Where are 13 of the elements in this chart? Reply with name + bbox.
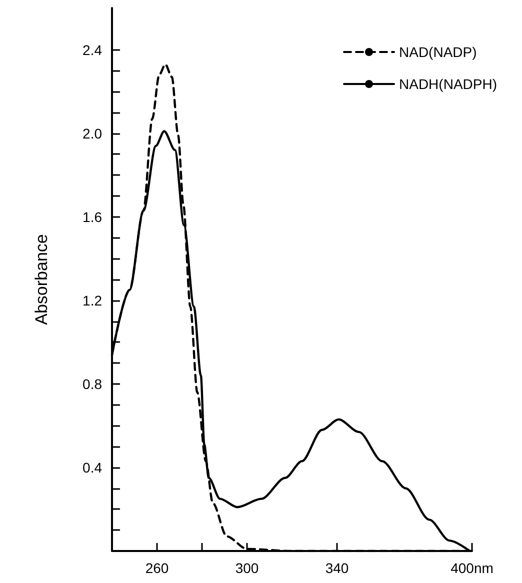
- y-axis-title: Absorbance: [32, 234, 51, 325]
- y-tick-label: 1.2: [82, 292, 102, 308]
- x-tick-label: 300: [235, 560, 259, 576]
- x-tick-label: 340: [325, 560, 349, 576]
- legend-label: NADH(NADPH): [399, 76, 497, 92]
- x-tick-label: 400nm: [450, 560, 494, 576]
- y-tick-label: 1.6: [82, 208, 102, 225]
- y-tick-label: 0.8: [82, 376, 102, 392]
- x-tick-label: 260: [145, 560, 169, 576]
- y-tick-label: 2.0: [82, 125, 102, 142]
- legend-label: NAD(NADP): [399, 44, 477, 60]
- y-tick-label: 0.4: [82, 459, 102, 476]
- y-tick-label: 2.4: [82, 42, 102, 58]
